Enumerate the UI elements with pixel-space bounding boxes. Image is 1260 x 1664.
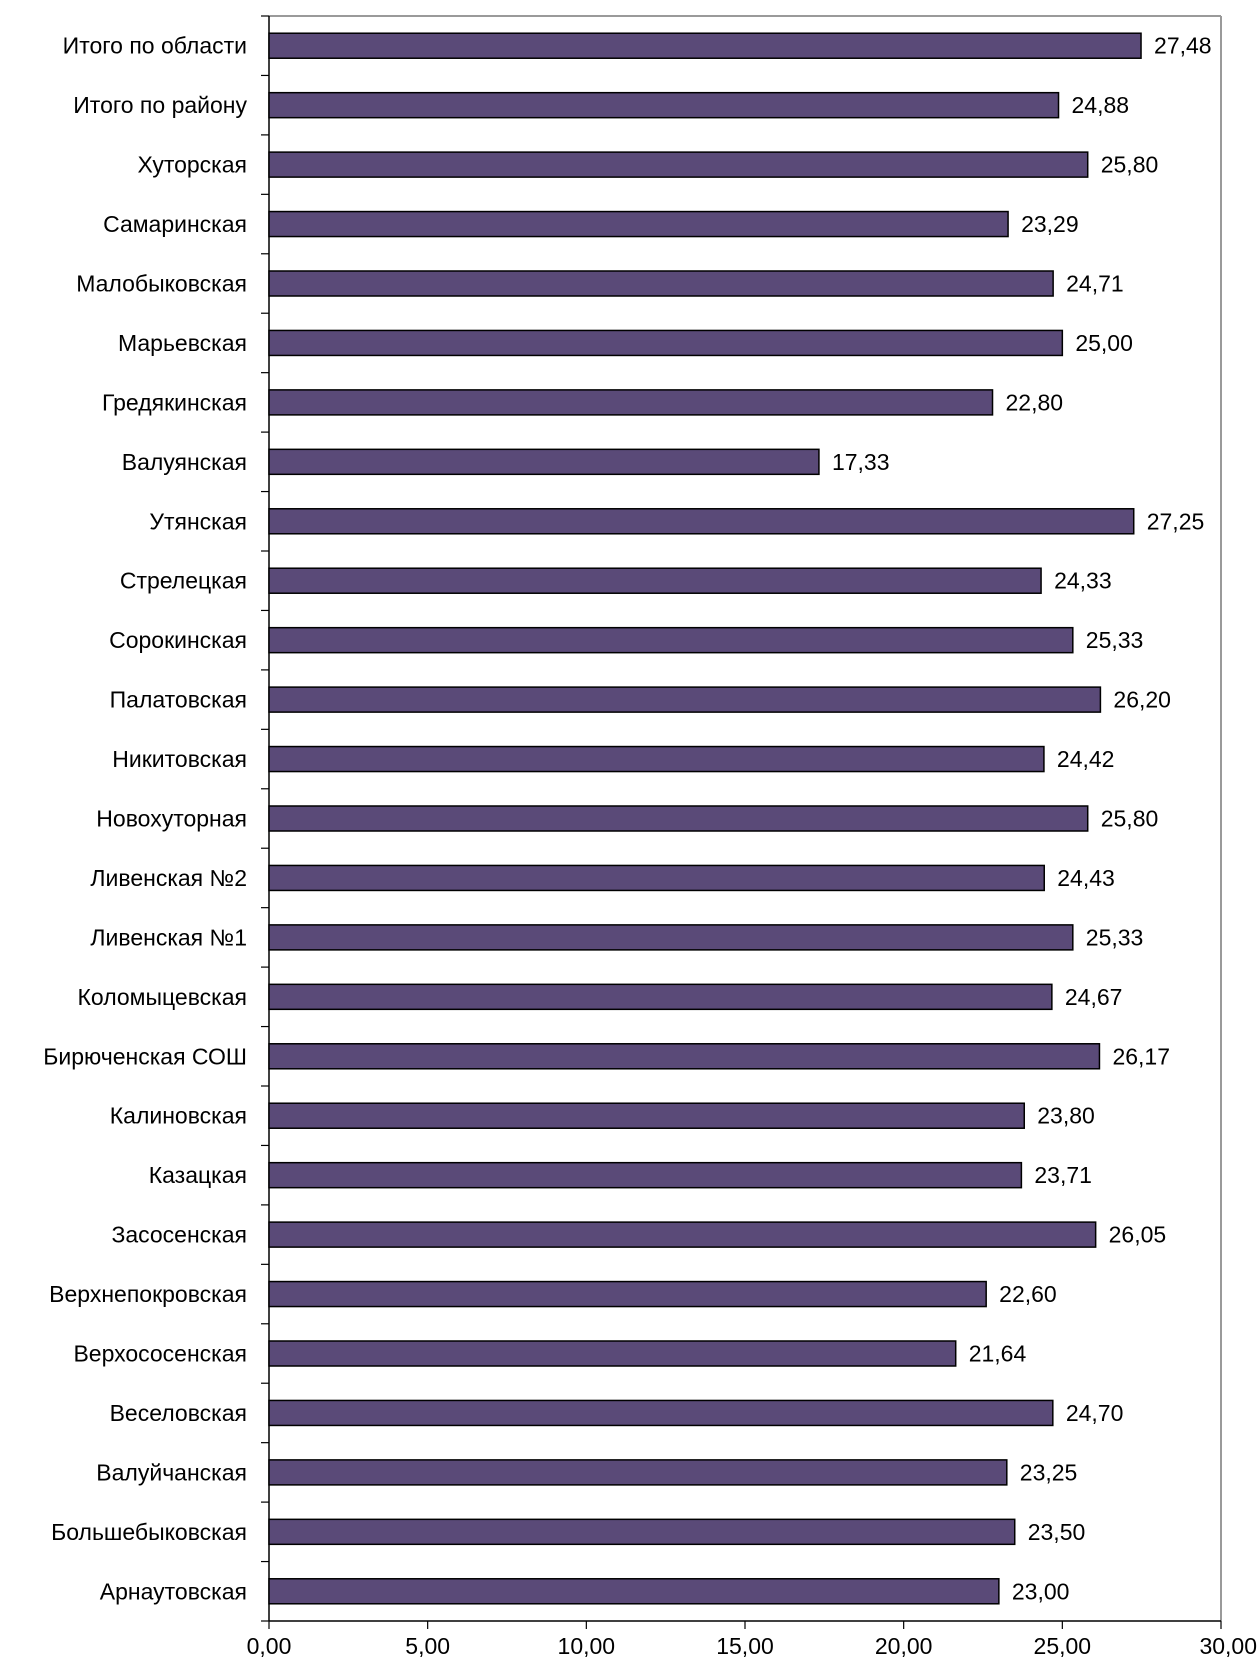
data-label: 24,42 [1057, 746, 1115, 772]
category-label: Гредякинская [102, 389, 247, 415]
data-label: 26,05 [1109, 1222, 1167, 1248]
category-label: Самаринская [103, 211, 247, 237]
data-label: 24,43 [1057, 865, 1115, 891]
data-label: 27,25 [1147, 508, 1205, 534]
bar [268, 1102, 1026, 1129]
category-label: Коломыцевская [78, 984, 247, 1010]
plot-area: 0,00 5,00 10,00 15,00 20,00 25,00 30,00 Итого п… [43, 15, 1257, 1659]
bar [268, 32, 1142, 59]
data-label: 23,50 [1028, 1519, 1086, 1545]
bar [268, 1043, 1101, 1070]
data-label: 25,80 [1101, 806, 1159, 832]
bar [268, 448, 820, 476]
category-label: Малобыковская [76, 271, 247, 297]
category-label: Никитовская [112, 746, 247, 772]
category-label: Калиновская [110, 1103, 247, 1129]
bar [268, 805, 1089, 832]
bar [268, 924, 1074, 951]
data-label: 23,29 [1021, 211, 1079, 237]
category-label: Казацкая [149, 1162, 247, 1188]
bar [268, 329, 1064, 357]
bar [268, 389, 994, 416]
category-label: Верхнепокровская [49, 1281, 247, 1307]
x-tick-label: 20,00 [875, 1633, 933, 1659]
data-label: 21,64 [969, 1341, 1027, 1367]
bar [268, 864, 1045, 892]
category-label: Марьевская [118, 330, 247, 356]
category-label: Большебыковская [51, 1519, 247, 1545]
bar [268, 91, 1060, 119]
bar [268, 983, 1053, 1011]
category-label: Верхососенская [73, 1341, 247, 1367]
data-label: 26,20 [1113, 687, 1171, 713]
x-tick-label: 30,00 [1199, 1633, 1257, 1659]
bar [268, 508, 1135, 535]
data-label: 26,17 [1112, 1043, 1170, 1069]
category-label: Ливенская №1 [90, 924, 247, 950]
data-label: 23,25 [1020, 1459, 1078, 1485]
data-label: 25,00 [1075, 330, 1133, 356]
x-tick-label: 5,00 [405, 1633, 450, 1659]
category-label: Утянская [149, 508, 247, 534]
category-label: Засосенская [111, 1222, 247, 1248]
x-tick-label: 15,00 [716, 1633, 774, 1659]
data-label: 24,71 [1066, 271, 1124, 297]
x-tick-label: 0,00 [247, 1633, 292, 1659]
bar [268, 1221, 1097, 1248]
category-label: Валуянская [122, 449, 247, 475]
bar [268, 1459, 1008, 1486]
data-label: 24,33 [1054, 568, 1112, 594]
data-label: 22,80 [1006, 389, 1064, 415]
bar [268, 626, 1074, 654]
x-tick-label: 10,00 [558, 1633, 616, 1659]
category-label: Веселовская [110, 1400, 247, 1426]
bar [268, 1578, 1000, 1605]
bar [268, 1399, 1054, 1427]
bar [268, 1280, 987, 1308]
data-label: 24,70 [1066, 1400, 1124, 1426]
bar [268, 210, 1009, 238]
category-label: Валуйчанская [96, 1459, 247, 1485]
category-label: Итого по району [73, 92, 247, 118]
bar [268, 1518, 1016, 1546]
data-label: 22,60 [999, 1281, 1057, 1307]
x-tick-label: 25,00 [1034, 1633, 1092, 1659]
bar [268, 270, 1054, 297]
data-label: 24,88 [1072, 92, 1130, 118]
data-label: 17,33 [832, 449, 890, 475]
data-label: 23,71 [1034, 1162, 1092, 1188]
bar [268, 745, 1045, 773]
bar [268, 567, 1042, 594]
data-label: 24,67 [1065, 984, 1123, 1010]
data-label: 23,80 [1037, 1103, 1095, 1129]
category-label: Ливенская №2 [90, 865, 247, 891]
category-label: Палатовская [110, 687, 247, 713]
data-label: 25,80 [1101, 152, 1159, 178]
category-label: Арнаутовская [100, 1578, 247, 1604]
bar [268, 151, 1089, 178]
bar [268, 686, 1102, 713]
data-label: 27,48 [1154, 33, 1212, 59]
bar [268, 1340, 957, 1367]
category-label: Хуторская [137, 152, 247, 178]
data-label: 25,33 [1086, 924, 1144, 950]
data-label: 25,33 [1086, 627, 1144, 653]
data-label: 23,00 [1012, 1578, 1070, 1604]
category-label: Бирюченская СОШ [43, 1043, 247, 1069]
category-label: Сорокинская [109, 627, 247, 653]
category-label: Стрелецкая [120, 568, 247, 594]
category-label: Итого по области [63, 33, 247, 59]
category-label: Новохуторная [96, 806, 247, 832]
bar [268, 1161, 1023, 1189]
